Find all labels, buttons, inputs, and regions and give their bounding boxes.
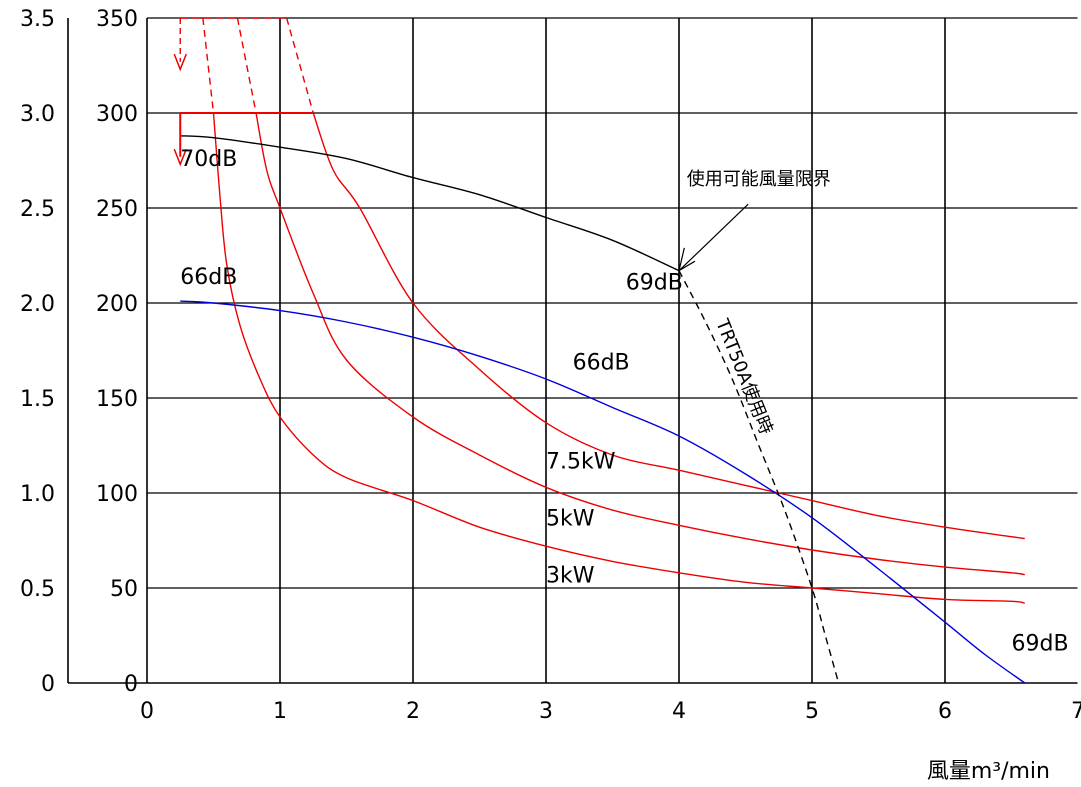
y-tick-label: 0: [124, 672, 138, 697]
y-tick-label: 200: [96, 292, 138, 317]
y2-tick-label: 2.0: [20, 292, 55, 317]
x-tick-label: 3: [539, 699, 553, 724]
y-tick-label: 250: [96, 197, 138, 222]
tick-labels: 05010015020025030035000.51.01.52.02.53.0…: [20, 7, 1081, 724]
series-line-3kw: [212, 112, 1025, 604]
leader-arrow-head: [678, 247, 696, 272]
arrow-head-300: [173, 148, 187, 167]
annotation-label: 66dB: [573, 351, 630, 376]
annotation-label: 3kW: [546, 563, 595, 588]
arrow-head-350: [173, 53, 187, 72]
annotation-trt50a: TRT50A使用時: [711, 315, 777, 437]
y-tick-label: 300: [96, 102, 138, 127]
annotation-limit: 使用可能風量限界: [687, 169, 831, 190]
x-tick-label: 0: [140, 699, 154, 724]
axes: [67, 18, 1078, 684]
y2-tick-label: 2.5: [20, 197, 55, 222]
y-tick-label: 350: [96, 7, 138, 32]
series-line-70db: [180, 135, 680, 272]
series-line-66db: [180, 300, 1026, 684]
x-tick-label: 4: [672, 699, 686, 724]
annotation-label: 5kW: [546, 506, 595, 531]
annotation-label: 7.5kW: [546, 449, 616, 474]
x-tick-label: 5: [805, 699, 819, 724]
annotation-label: 69dB: [1012, 632, 1069, 657]
y2-tick-label: 1.0: [20, 482, 55, 507]
x-tick-label: 7: [1071, 699, 1081, 724]
series-line-5kw-dashed: [236, 17, 257, 114]
x-tick-label: 2: [406, 699, 420, 724]
series-line-5kw: [255, 112, 1025, 576]
y-tick-label: 50: [110, 577, 138, 602]
annotation-label: 66dB: [180, 265, 237, 290]
annotation-label: 69dB: [626, 271, 683, 296]
annotations: 70dB 66dB 69dB 66dB 7.5kW 5kW 3kW 69dB 使用可能風量限界 T…: [180, 147, 1068, 657]
x-axis-label: 風量m³/min: [927, 759, 1050, 784]
series-group: [173, 17, 1026, 684]
x-tick-label: 1: [273, 699, 287, 724]
series-line-7-5kw: [312, 112, 1025, 540]
y2-tick-label: 3.5: [20, 7, 55, 32]
y2-tick-label: 0: [41, 672, 55, 697]
y2-tick-label: 3.0: [20, 102, 55, 127]
leader-line: [678, 203, 749, 272]
y-tick-label: 100: [96, 482, 138, 507]
y2-tick-label: 0.5: [20, 577, 55, 602]
y-tick-label: 150: [96, 387, 138, 412]
x-tick-label: 6: [938, 699, 952, 724]
series-line-trt50a-dashed: [678, 270, 840, 684]
y2-tick-label: 1.5: [20, 387, 55, 412]
series-line-3kw-dashed: [202, 17, 215, 114]
series-line-7-5kw-dashed: [285, 17, 314, 114]
annotation-label: 70dB: [180, 147, 237, 172]
